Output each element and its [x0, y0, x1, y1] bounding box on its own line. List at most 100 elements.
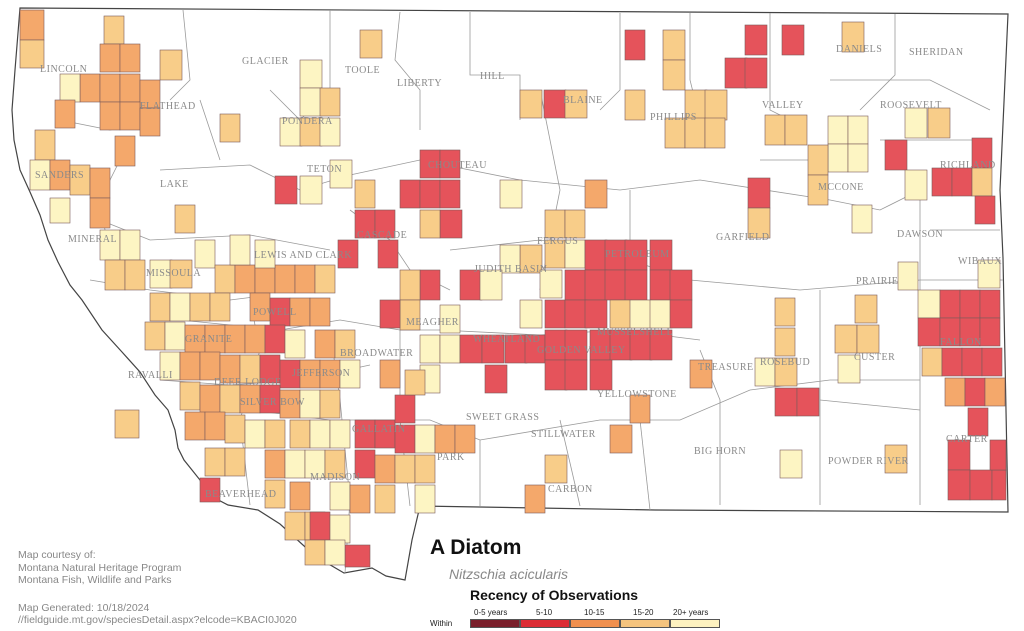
legend-swatch-0-5	[470, 619, 520, 628]
map-generated-date: Map Generated: 10/18/2024	[18, 602, 150, 614]
observation-cell	[404, 369, 426, 396]
observation-cell	[649, 269, 673, 301]
county-label: MISSOULA	[146, 268, 201, 279]
observation-cell	[119, 229, 141, 261]
observation-cell	[669, 299, 693, 329]
observation-cell	[624, 29, 646, 61]
observation-cell	[724, 57, 748, 89]
observation-cell	[564, 89, 588, 119]
credit-courtesy: Map courtesy of:	[18, 549, 96, 561]
observation-cell	[807, 144, 829, 176]
observation-cell	[274, 264, 296, 294]
county-label: MINERAL	[68, 234, 117, 245]
observation-cell	[194, 239, 216, 269]
county-label: CARBON	[548, 484, 593, 495]
observation-cell	[917, 317, 941, 347]
observation-cell	[399, 269, 421, 301]
observation-cell	[284, 449, 306, 479]
observation-cell	[179, 381, 201, 411]
observation-cell	[984, 377, 1006, 407]
observation-cell	[481, 334, 505, 364]
map-title: A Diatom	[430, 536, 522, 559]
observation-cell	[394, 394, 416, 424]
legend-label-3: 15-20	[633, 608, 654, 617]
observation-cell	[419, 334, 441, 364]
county-label: FALLON	[940, 337, 982, 348]
observation-cell	[374, 209, 396, 239]
observation-cell	[329, 514, 351, 544]
observation-cell	[379, 359, 401, 389]
observation-cell	[434, 424, 456, 454]
credit-org-1: Montana Natural Heritage Program	[18, 562, 182, 574]
observation-cell	[847, 143, 869, 173]
observation-cell	[624, 269, 648, 301]
observation-cell	[234, 264, 256, 294]
county-label: LIBERTY	[397, 78, 442, 89]
observation-cell	[564, 299, 588, 329]
observation-cell	[439, 179, 461, 209]
county-label: GARFIELD	[716, 232, 769, 243]
county-label: TETON	[307, 164, 342, 175]
observation-cell	[379, 299, 401, 329]
observation-cell	[99, 101, 121, 131]
observation-cell	[254, 264, 276, 294]
observation-cell	[419, 209, 441, 239]
county-label: HILL	[480, 71, 505, 82]
observation-cell	[609, 299, 633, 329]
observation-cell	[837, 354, 861, 384]
observation-cell	[264, 419, 286, 449]
legend-label-0: 0-5 years	[474, 608, 508, 617]
county-label: SWEET GRASS	[466, 412, 539, 423]
observation-cell	[359, 29, 383, 59]
county-label: CUSTER	[854, 352, 895, 363]
observation-cell	[629, 299, 653, 329]
observation-cell	[159, 49, 183, 81]
observation-cell	[174, 204, 196, 234]
observation-cell	[974, 195, 996, 225]
observation-cell	[439, 304, 461, 334]
county-label: PHILLIPS	[650, 112, 697, 123]
observation-cell	[339, 359, 361, 389]
observation-cell	[309, 419, 331, 449]
county-label: STILLWATER	[531, 429, 596, 440]
observation-cell	[649, 329, 673, 361]
observation-cell	[324, 539, 346, 566]
county-label: VALLEY	[762, 100, 804, 111]
observation-cell	[784, 114, 808, 146]
observation-cell	[904, 107, 928, 139]
county-label: BROADWATER	[340, 348, 413, 359]
observation-cell	[747, 207, 771, 239]
observation-cell	[774, 297, 796, 327]
observation-cell	[774, 387, 798, 417]
observation-cell	[219, 113, 241, 143]
observation-cell	[289, 481, 311, 511]
observation-cell	[244, 419, 266, 449]
observation-cell	[624, 89, 646, 121]
observation-cell	[394, 454, 416, 484]
observation-cell	[304, 539, 326, 566]
county-label: GALLATIN	[352, 424, 405, 435]
observation-cell	[979, 317, 1001, 347]
observation-cell	[977, 259, 1001, 289]
county-label: PARK	[437, 452, 465, 463]
observation-cell	[774, 357, 798, 387]
county-label: JEFFERSON	[292, 368, 350, 379]
observation-cell	[79, 73, 101, 103]
observation-cell	[414, 424, 436, 454]
observation-cell	[884, 139, 908, 171]
observation-cell	[629, 394, 651, 424]
county-label: MCCONE	[818, 182, 864, 193]
observation-cell	[414, 454, 436, 484]
legend-label-4: 20+ years	[673, 608, 709, 617]
observation-cell	[704, 117, 726, 149]
observation-cell	[979, 289, 1001, 319]
county-labels: LINCOLN FLATHEAD GLACIER TOOLE LIBERTY H…	[35, 44, 1002, 500]
observation-cell	[329, 159, 353, 189]
observation-cell	[354, 179, 376, 209]
legend-prefix: Within	[430, 619, 453, 628]
legend-swatch-15-20	[620, 619, 670, 628]
county-label: TREASURE	[698, 362, 754, 373]
county-label: DANIELS	[836, 44, 882, 55]
observation-cell	[289, 419, 311, 449]
observation-cell	[944, 377, 966, 407]
